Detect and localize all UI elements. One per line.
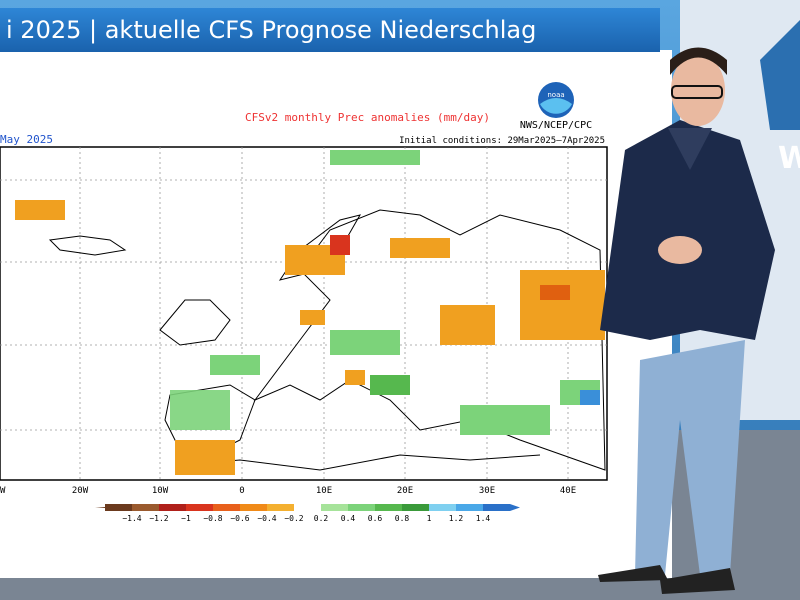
colorbar-label: −1 <box>181 514 191 523</box>
x-label: 20W <box>72 486 89 496</box>
colorbar-label: −0.8 <box>203 514 222 523</box>
colorbar-label: 0.4 <box>341 514 356 523</box>
map-title: CFSv2 monthly Prec anomalies (mm/day) <box>245 111 490 124</box>
colorbar-cell <box>348 504 375 511</box>
colorbar-cell <box>240 504 267 511</box>
map-area <box>0 146 608 481</box>
presenter-jeans <box>635 340 745 575</box>
colorbar-label: 0.2 <box>314 514 329 523</box>
header-title: i 2025 | aktuelle CFS Prognose Niedersch… <box>6 16 536 44</box>
colorbar-label: 0.8 <box>395 514 410 523</box>
colorbar: −1.4 −1.2 −1 −0.8 −0.6 −0.4 −0.2 0.2 0.4 0.6 0.8 1 1… <box>95 504 520 523</box>
presenter-hand <box>658 236 702 264</box>
colorbar-cell <box>483 504 510 511</box>
colorbar-tip <box>510 504 520 511</box>
x-label: 20E <box>397 486 413 496</box>
x-label: 0W <box>0 486 6 496</box>
presenter-head <box>671 54 725 126</box>
colorbar-cell <box>294 504 321 511</box>
agency: NWS/NCEP/CPC <box>520 120 592 131</box>
x-label: 10E <box>316 486 332 496</box>
colorbar-cell <box>375 504 402 511</box>
presenter-jacket <box>600 120 775 340</box>
map-period: May 2025 <box>0 133 53 146</box>
colorbar-cell <box>456 504 483 511</box>
colorbar-label: 0.6 <box>368 514 383 523</box>
presenter-hair <box>670 47 727 75</box>
colorbar-label: −0.4 <box>257 514 276 523</box>
presenter-shirt <box>668 128 712 170</box>
x-axis-labels: 0W 20W 10W 0 10E 20E 30E 40E <box>0 486 576 496</box>
x-label: 30E <box>479 486 495 496</box>
colorbar-cell <box>132 504 159 511</box>
colorbar-label: 1.4 <box>476 514 491 523</box>
colorbar-cell <box>186 504 213 511</box>
colorbar-label: −1.4 <box>122 514 141 523</box>
anomaly-fields <box>15 150 605 475</box>
colorbar-label: −0.6 <box>230 514 249 523</box>
presenter-shoes <box>598 565 735 594</box>
initial-conditions: Initial conditions: 29Mar2025–7Apr2025 <box>399 136 605 146</box>
presenter-glasses <box>671 85 723 99</box>
x-label: 0 <box>239 486 244 496</box>
colorbar-tip <box>95 507 105 508</box>
colorbar-cell <box>159 504 186 511</box>
header-bar <box>0 8 660 52</box>
colorbar-cell <box>321 504 348 511</box>
colorbar-label: 1 <box>427 514 432 523</box>
x-label: 10W <box>152 486 169 496</box>
colorbar-cell <box>267 504 294 511</box>
colorbar-label: −0.2 <box>284 514 303 523</box>
colorbar-label: −1.2 <box>149 514 168 523</box>
studio-logo-letter: W <box>778 141 800 176</box>
colorbar-cell <box>105 504 132 511</box>
presenter <box>598 47 775 594</box>
colorbar-cell <box>429 504 456 511</box>
noaa-logo-text: noaa <box>547 91 564 99</box>
studio-logo-shape <box>760 20 800 130</box>
x-label: 40E <box>560 486 576 496</box>
colorbar-label: 1.2 <box>449 514 464 523</box>
noaa-logo-wave <box>540 98 572 114</box>
colorbar-cell <box>213 504 240 511</box>
colorbar-cell <box>402 504 429 511</box>
